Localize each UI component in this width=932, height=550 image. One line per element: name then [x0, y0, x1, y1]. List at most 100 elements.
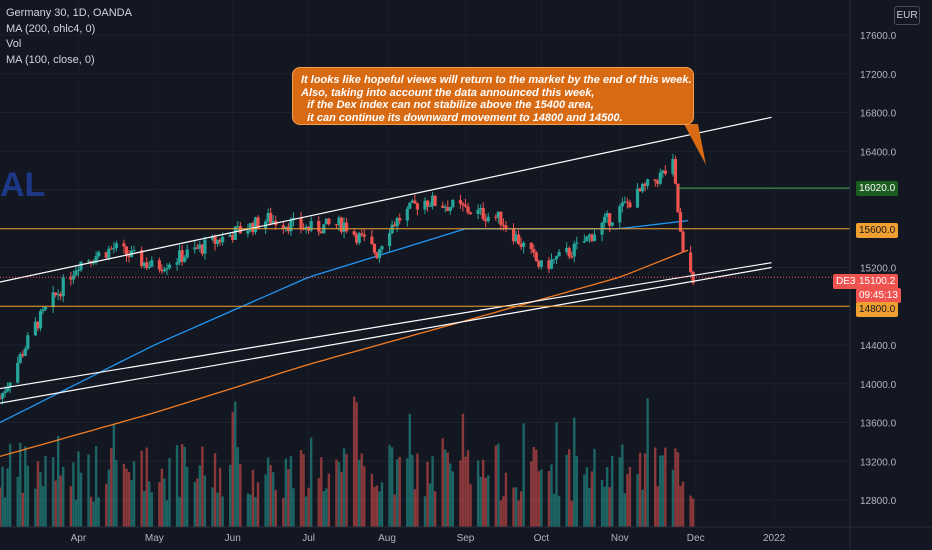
volume-bar [603, 486, 606, 527]
volume-bar [532, 447, 535, 527]
volume-bar [588, 487, 591, 527]
candle-body [592, 234, 597, 242]
volume-bar [3, 497, 7, 527]
x-tick-label: Apr [71, 533, 87, 544]
candle-body [5, 386, 10, 392]
candle-body [610, 222, 614, 226]
volume-bar [573, 417, 576, 527]
trendlines[interactable] [0, 116, 772, 404]
candle-body [441, 205, 445, 208]
candle-body [183, 257, 187, 262]
candle-body [342, 222, 346, 232]
time-axis[interactable]: Apr May Jun Jul Aug Sep Oct Nov Dec 2022 [0, 526, 932, 544]
candle-body [142, 262, 146, 267]
volume-bar [461, 413, 465, 527]
x-tick-label: Sep [457, 533, 475, 544]
currency-button[interactable]: EUR [894, 6, 920, 25]
y-tick-label: 13200.0 [860, 457, 897, 468]
y-tick-label: 16800.0 [860, 109, 897, 120]
candle-body [289, 220, 293, 232]
volume-bar [466, 450, 470, 527]
volume-bar [77, 451, 80, 527]
volume-bar [74, 499, 78, 527]
candle-body [463, 205, 468, 207]
candle-body [653, 179, 657, 181]
candle-body [357, 233, 361, 243]
volume-bar [34, 488, 37, 527]
volume-bar [512, 487, 515, 527]
y-tick-label: 17600.0 [860, 31, 897, 42]
legend-volume[interactable]: Vol [6, 38, 22, 50]
candle-body [3, 391, 7, 393]
volume-bar [446, 452, 449, 527]
annotation-line: if the Dex index can not stabilize above… [301, 99, 594, 111]
volume-bar [19, 442, 22, 527]
volume-bar [519, 491, 523, 527]
volume-bar [337, 462, 341, 527]
ma100-path [0, 219, 689, 424]
candle-body [532, 248, 536, 253]
volume-bar [484, 477, 487, 527]
candle-body [86, 260, 91, 262]
volume-bar [593, 448, 596, 527]
volume-bar [41, 486, 45, 527]
candle-body [370, 236, 374, 245]
x-tick-label: Oct [534, 533, 550, 544]
candle-body [355, 234, 359, 243]
candle-body [38, 311, 43, 329]
candle-body [344, 222, 349, 232]
candle-body [678, 212, 683, 232]
volume-bar [479, 476, 482, 527]
candle-body [393, 224, 397, 227]
candle-body [147, 266, 151, 269]
candle-body [51, 292, 55, 308]
lower-level-tag: 14800.0 [856, 302, 899, 317]
legend-symbol[interactable]: Germany 30, 1D, OANDA [6, 7, 132, 19]
annotation-line: it can continue its downward movement to… [301, 111, 623, 124]
candle-body [408, 202, 412, 209]
volume-bar [234, 401, 237, 527]
volume-bar [287, 469, 290, 527]
candle-body [519, 244, 523, 247]
legend-ma200[interactable]: MA (200, ohlc4, 0) [6, 22, 96, 35]
volume-bar [504, 472, 508, 527]
volume-bar [264, 474, 267, 527]
candle-body [21, 354, 25, 356]
volume-bar [180, 444, 184, 527]
y-tick-label: 14400.0 [860, 341, 897, 352]
volume-bar [221, 496, 224, 527]
volume-bar [320, 457, 323, 527]
candle-body [360, 233, 364, 235]
volume-bar [97, 497, 100, 527]
volume-bar [142, 490, 146, 527]
candle-body [337, 217, 341, 226]
volume-bar [292, 488, 295, 527]
volume-bar [517, 500, 520, 527]
y-tick-label: 13600.0 [860, 419, 897, 430]
candle-body [430, 195, 435, 206]
candle-body [246, 230, 250, 234]
volume-bar [317, 478, 320, 527]
volume-bar [150, 492, 153, 527]
horizontal-levels[interactable] [0, 124, 850, 307]
candle-body [476, 209, 480, 214]
volume-bar [140, 450, 143, 527]
y-tick-label: 12800.0 [860, 496, 897, 507]
candle-body [608, 213, 612, 226]
candle-body [319, 231, 323, 234]
candle-body [231, 234, 235, 240]
y-tick-label: 14000.0 [860, 380, 897, 391]
legend-ma100[interactable]: MA (100, close, 0) [6, 53, 95, 66]
candle-body [656, 180, 660, 184]
volume-bar [621, 444, 624, 527]
candle-body [501, 224, 506, 226]
x-tick-label: Jul [302, 533, 315, 544]
volume-bar [691, 498, 695, 527]
candle-body [56, 293, 60, 296]
volume-bar [92, 501, 95, 527]
volume-bar [178, 496, 181, 527]
annotation-callout[interactable]: It looks like hopeful views will return … [292, 67, 694, 125]
volume-bar [229, 464, 232, 527]
candle-body [238, 226, 242, 234]
